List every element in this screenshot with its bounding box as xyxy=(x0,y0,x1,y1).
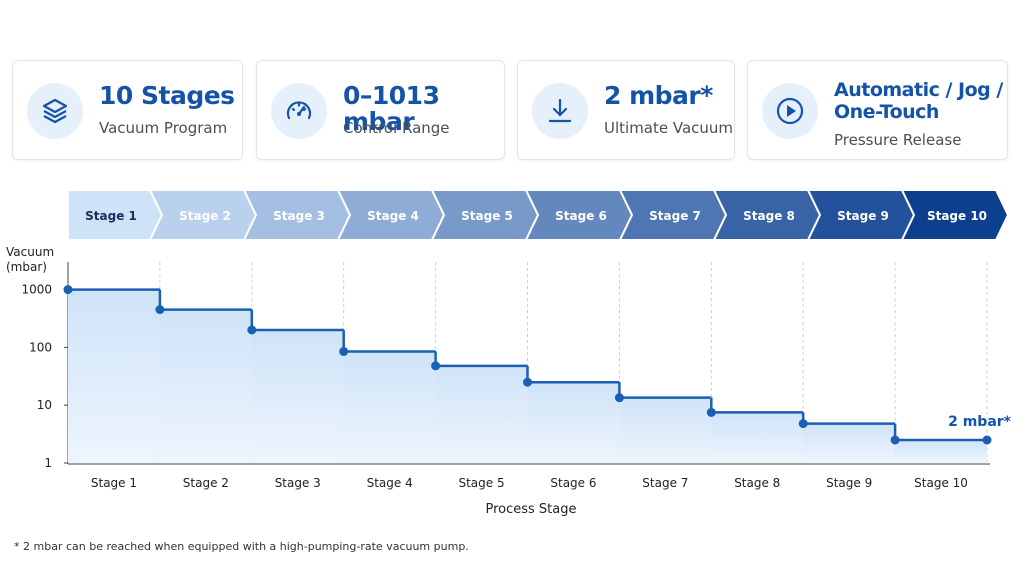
x-tick-label: Stage 8 xyxy=(734,476,780,490)
point xyxy=(155,305,165,315)
stage-label: Stage 2 xyxy=(179,209,231,223)
x-tick-label: Stage 4 xyxy=(367,476,413,490)
point xyxy=(63,285,73,295)
x-tick-label: Stage 9 xyxy=(826,476,872,490)
x-tick-label: Stage 7 xyxy=(642,476,688,490)
point xyxy=(706,407,716,417)
stage-label: Stage 7 xyxy=(649,209,701,223)
area-segment xyxy=(435,365,528,463)
chart: Process Stage Stage 1 Stage 2 Stage 3 Stage… xyxy=(21,189,1012,517)
area-segment xyxy=(159,309,252,463)
area-segment xyxy=(343,351,436,463)
point xyxy=(982,435,992,445)
point xyxy=(890,435,900,445)
card-title: 0–1013 mbar xyxy=(343,81,440,136)
stage-label: Stage 9 xyxy=(837,209,889,223)
icon xyxy=(532,83,588,139)
x-tick-label: Stage 2 xyxy=(183,476,229,490)
area-segment xyxy=(803,423,896,463)
stage-label: Stage 8 xyxy=(743,209,795,223)
card-title: 10 Stages xyxy=(99,81,235,110)
point xyxy=(431,361,441,371)
stage-label: Stage 3 xyxy=(273,209,325,223)
feature-card: Automatic / Jog / One-Touch Pressure Rel… xyxy=(747,60,1008,160)
card-subtitle: Pressure Release xyxy=(834,131,962,149)
area-segment xyxy=(68,289,160,463)
x-tick-label: Stage 5 xyxy=(458,476,504,490)
area-segment xyxy=(711,412,804,463)
icon xyxy=(762,83,818,139)
annotation: 2 mbar* xyxy=(948,414,1012,430)
stage-label: Stage 5 xyxy=(461,209,513,223)
point xyxy=(247,325,257,335)
point xyxy=(798,419,808,429)
y-tick-label: 1000 xyxy=(21,283,52,297)
x-tick-label: Stage 1 xyxy=(91,476,137,490)
x-tick-label: Stage 3 xyxy=(275,476,321,490)
area-segment xyxy=(895,439,987,463)
x-tick-label: Stage 6 xyxy=(550,476,596,490)
area-segment xyxy=(619,397,712,463)
card-subtitle: Ultimate Vacuum xyxy=(604,119,734,137)
card-subtitle: Vacuum Program xyxy=(99,119,228,137)
point xyxy=(614,393,624,403)
y-axis-label: Vacuum (mbar) xyxy=(6,245,55,274)
card-title: Automatic / Jog / One-Touch xyxy=(834,79,1003,123)
icon xyxy=(27,83,83,139)
feature-card: 0–1013 mbar Control Range xyxy=(256,60,505,160)
point xyxy=(523,377,532,387)
y-tick-label: 10 xyxy=(37,398,52,412)
card-subtitle: Control Range xyxy=(343,119,450,137)
x-tick-label: Stage 10 xyxy=(914,476,968,490)
feature-card: 10 Stages Vacuum Program xyxy=(12,60,243,160)
icon xyxy=(271,83,327,139)
feature-card: 2 mbar* Ultimate Vacuum xyxy=(517,60,735,160)
card-title: 2 mbar* xyxy=(604,81,713,110)
stage-chevron xyxy=(900,189,1010,241)
area-segment xyxy=(527,382,620,463)
stage-label: Stage 6 xyxy=(555,209,607,223)
y-tick-label: 100 xyxy=(29,340,52,354)
point xyxy=(339,346,349,356)
footnote: * 2 mbar can be reached when equipped wi… xyxy=(14,540,469,553)
stage-label: Stage 4 xyxy=(367,209,419,223)
y-tick-label: 1 xyxy=(44,456,52,470)
stage-label: Stage 10 xyxy=(927,209,987,223)
x-axis-label: Process Stage xyxy=(485,502,576,517)
area-segment xyxy=(251,329,344,463)
stage-label: Stage 1 xyxy=(85,209,137,223)
